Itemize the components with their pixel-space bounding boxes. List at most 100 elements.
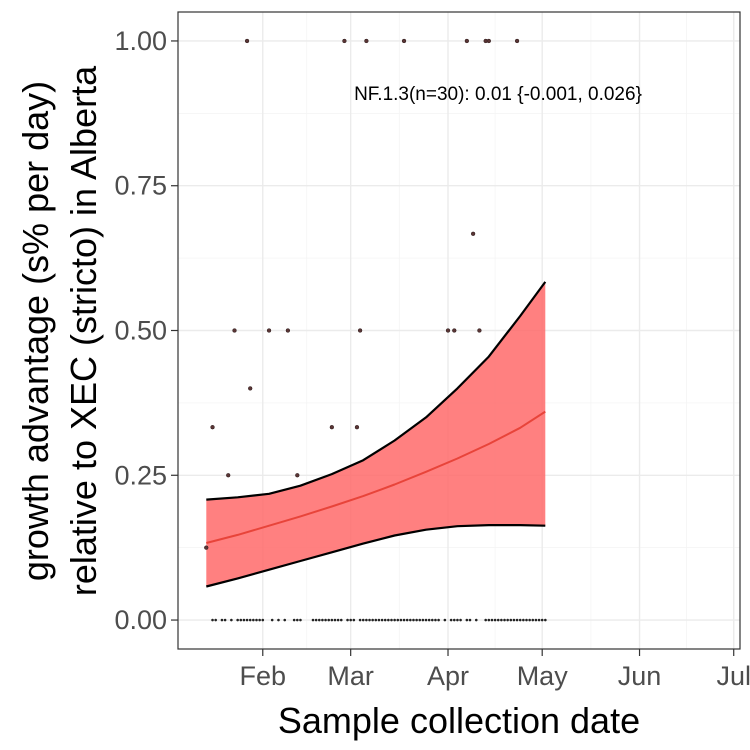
data-point	[295, 473, 300, 478]
data-point-zero	[311, 618, 315, 622]
data-point-zero	[377, 618, 381, 622]
data-point-zero	[534, 618, 538, 622]
data-point-zero	[518, 618, 522, 622]
y-axis-title-line-2: relative to XEC (stricto) in Alberta	[63, 65, 104, 596]
data-point-zero	[374, 618, 378, 622]
data-point-zero	[409, 618, 412, 622]
upper-bound-line	[206, 281, 547, 501]
data-point-zero	[512, 618, 516, 622]
data-point-zero	[493, 618, 497, 622]
data-point-zero	[540, 618, 544, 622]
data-point-zero	[330, 618, 334, 622]
data-point	[477, 328, 482, 333]
data-point-zero	[474, 618, 478, 622]
data-point	[244, 38, 250, 44]
y-tick-label: 0.50	[114, 316, 167, 346]
data-point-zero	[399, 618, 403, 622]
series-layer	[204, 38, 547, 622]
data-point-zero	[258, 618, 261, 622]
data-point-zero	[525, 618, 528, 622]
data-point	[210, 425, 215, 430]
data-point-zero	[468, 618, 472, 622]
data-point-zero	[339, 618, 343, 622]
data-point	[329, 425, 334, 430]
data-point-zero	[317, 618, 321, 622]
data-point-zero	[515, 618, 519, 622]
data-point-zero	[299, 618, 302, 622]
data-point	[364, 38, 369, 44]
data-point	[248, 386, 253, 391]
y-tick-label: 0.00	[114, 605, 167, 635]
data-point	[342, 38, 347, 44]
fit-annotation: NF.1.3(n=30): 0.01 {-0.001, 0.026}	[354, 84, 642, 105]
data-point	[445, 328, 451, 333]
data-point-zero	[459, 618, 462, 622]
data-point-zero	[349, 618, 352, 622]
data-point-zero	[443, 618, 447, 622]
data-point-zero	[277, 618, 280, 622]
x-tick-label: Apr	[427, 661, 469, 691]
data-point-zero	[387, 618, 390, 622]
data-point-zero	[248, 618, 252, 622]
data-point	[354, 425, 360, 430]
confidence-ribbon	[206, 281, 546, 587]
data-point-zero	[396, 618, 400, 622]
data-point-zero	[431, 618, 434, 622]
data-point-zero	[236, 618, 239, 622]
data-point-zero	[437, 618, 440, 622]
data-point-zero	[371, 618, 374, 622]
x-axis-ticks: Feb Mar Apr May Jun Jul	[240, 649, 750, 691]
data-point-zero	[490, 618, 494, 622]
x-tick-label: Mar	[327, 661, 374, 691]
data-point-zero	[465, 618, 469, 622]
y-tick-label: 1.00	[114, 26, 167, 56]
data-point-zero	[358, 618, 362, 622]
data-point-zero	[390, 618, 393, 622]
data-point-zero	[424, 618, 428, 622]
data-point-zero	[368, 618, 371, 622]
data-point-zero	[496, 618, 500, 622]
data-point	[401, 38, 407, 44]
lower-bound-line	[206, 524, 546, 588]
data-point-zero	[522, 618, 525, 622]
data-point-zero	[324, 618, 327, 622]
data-point-zero	[531, 618, 535, 622]
data-point-zero	[405, 618, 409, 622]
data-point-zero	[270, 618, 274, 622]
data-point-zero	[484, 618, 487, 622]
data-point-zero	[321, 618, 324, 622]
data-point	[514, 38, 520, 44]
data-point-zero	[434, 618, 437, 622]
y-axis-title-line-1: growth advantage (s% per day)	[15, 81, 56, 581]
x-axis-title: Sample collection date	[278, 700, 640, 741]
data-point	[470, 231, 476, 236]
data-point-zero	[402, 618, 406, 622]
data-point-zero	[214, 618, 217, 622]
data-point-zero	[503, 618, 506, 622]
data-point-zero	[245, 618, 249, 622]
data-point-zero	[255, 618, 258, 622]
data-point-zero	[211, 618, 214, 622]
data-point-zero	[261, 618, 265, 622]
y-tick-label: 0.75	[114, 171, 167, 201]
data-point-zero	[415, 618, 418, 622]
data-point-zero	[346, 618, 349, 622]
data-point-zero	[506, 618, 509, 622]
data-point-zero	[383, 618, 387, 622]
data-point-zero	[452, 618, 456, 622]
data-point-zero	[456, 618, 459, 622]
data-point	[226, 473, 231, 478]
data-point-zero	[283, 618, 287, 622]
data-point-zero	[220, 618, 224, 622]
data-point-zero	[500, 618, 503, 622]
data-point	[266, 328, 272, 333]
fit-line	[206, 410, 546, 544]
data-point	[357, 328, 363, 333]
data-point-zero	[296, 618, 299, 622]
data-point-zero	[427, 618, 431, 622]
data-point-zero	[336, 618, 340, 622]
data-point-zero	[421, 618, 425, 622]
x-tick-label: Jun	[618, 661, 662, 691]
data-point-zero	[537, 618, 541, 622]
